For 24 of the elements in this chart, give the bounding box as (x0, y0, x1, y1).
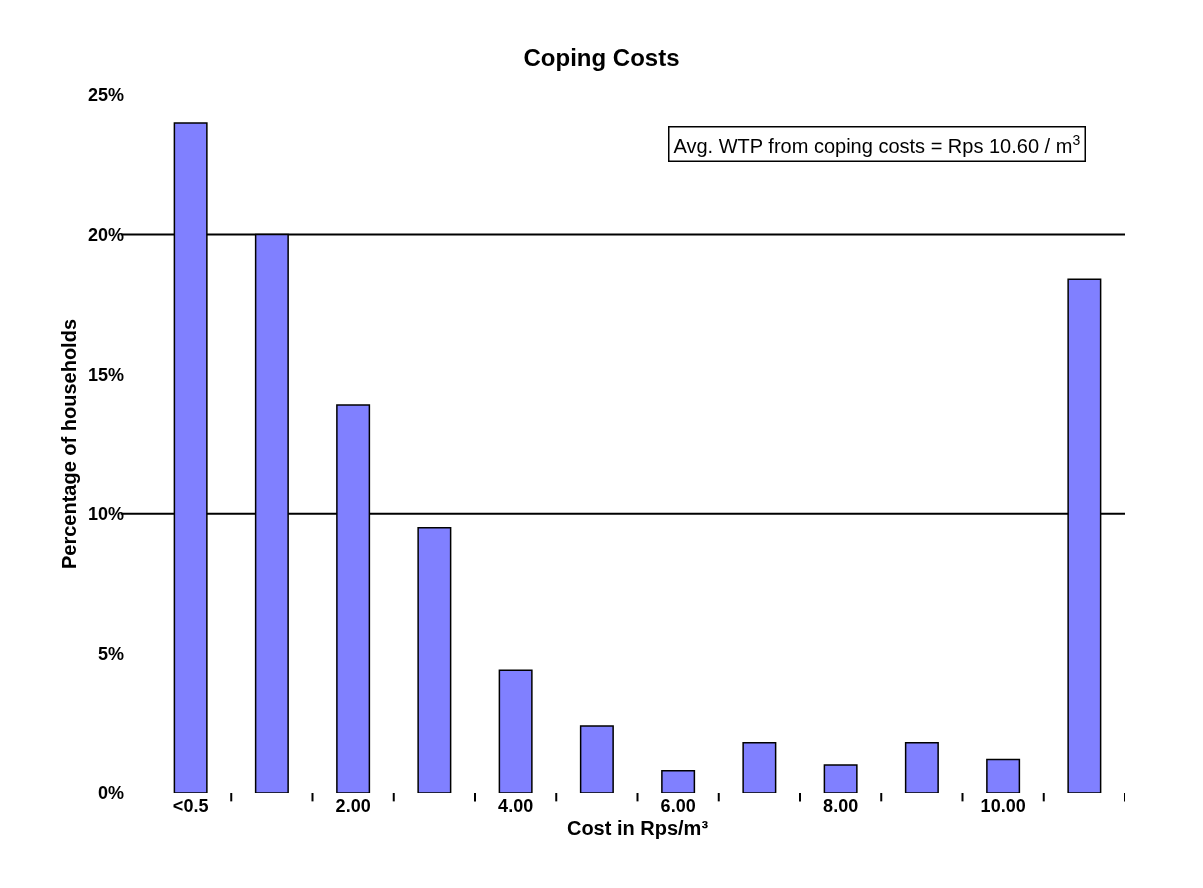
bar (498, 669, 533, 793)
chart-title: Coping Costs (523, 43, 680, 71)
bar (742, 741, 777, 793)
bar (986, 758, 1021, 793)
x-axis-title: Cost in Rps/m³ (566, 816, 709, 839)
y-tick-label: 0% (97, 783, 124, 804)
y-tick-label: 15% (87, 364, 124, 385)
x-tick-label: 6.00 (660, 796, 696, 816)
x-tick-label: 4.00 (498, 796, 534, 816)
y-axis-title: Percentage of households (58, 318, 81, 570)
annotation: Avg. WTP from coping costs = Rps 10.60 / m$^{3}$ (673, 131, 1081, 157)
bar (661, 769, 696, 793)
x-tick-label: <0.5 (172, 796, 209, 816)
x-tick-label: 8.00 (823, 796, 859, 816)
y-tick-label: 20% (87, 224, 124, 245)
x-tick-label: 2.00 (335, 796, 371, 816)
y-tick-label: 25% (87, 85, 124, 106)
x-tick-label: 10.00 (980, 796, 1026, 816)
y-tick-label: 5% (97, 643, 124, 664)
bar (579, 725, 614, 793)
bar (904, 741, 939, 793)
bar (417, 527, 452, 793)
y-tick-label: 10% (87, 504, 124, 525)
bar (823, 764, 858, 793)
